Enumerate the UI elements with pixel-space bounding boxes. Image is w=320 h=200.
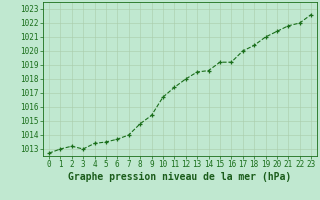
- X-axis label: Graphe pression niveau de la mer (hPa): Graphe pression niveau de la mer (hPa): [68, 172, 292, 182]
